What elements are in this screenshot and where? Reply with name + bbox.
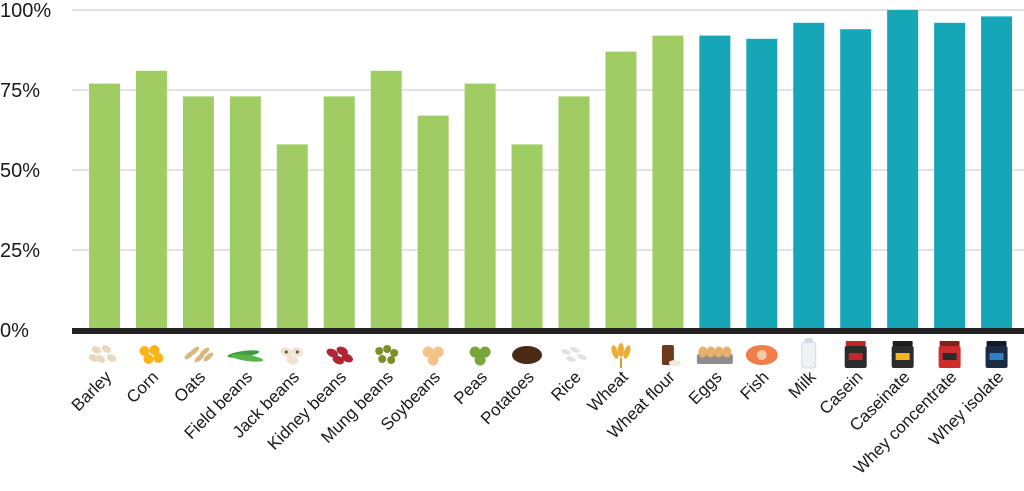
y-tick-label: 100% xyxy=(0,0,51,22)
gridlines xyxy=(72,9,1024,251)
field-beans-icon xyxy=(227,350,264,362)
wheat-icon xyxy=(611,343,631,368)
y-tick-label: 50% xyxy=(0,160,40,182)
bar-peas xyxy=(464,83,496,330)
bar-field-beans xyxy=(229,96,261,331)
bar-corn xyxy=(135,70,167,331)
bar-wheat-flour xyxy=(652,35,684,330)
y-tick-label: 25% xyxy=(0,240,40,262)
bar-eggs xyxy=(699,35,731,330)
bar-caseinate xyxy=(887,10,919,330)
eggs-icon xyxy=(696,346,733,364)
x-tick-label: Eggs xyxy=(685,367,726,408)
bar-barley xyxy=(89,83,120,330)
whey-isolate-icon xyxy=(985,341,1008,368)
whey-concentrate-icon xyxy=(938,341,961,368)
x-tick-label: Milk xyxy=(785,367,820,402)
x-tick-label: Barley xyxy=(68,367,116,415)
bar-casein xyxy=(840,29,872,330)
bars xyxy=(89,10,1013,331)
oats-icon xyxy=(184,346,214,363)
wheat-flour-icon xyxy=(661,345,681,366)
potatoes-icon xyxy=(512,346,543,364)
jack-beans-icon xyxy=(280,347,304,365)
rice-icon xyxy=(561,347,587,362)
fish-icon xyxy=(745,345,778,365)
peas-icon xyxy=(469,346,491,366)
y-tick-label: 0% xyxy=(0,320,29,342)
x-tick-label: Peas xyxy=(450,367,491,408)
soybeans-icon xyxy=(422,346,444,366)
bar-fish xyxy=(746,38,778,331)
bar-kidney-beans xyxy=(323,96,355,331)
bar-potatoes xyxy=(511,144,543,330)
bar-jack-beans xyxy=(276,144,308,330)
y-axis-tick-labels: 0% 25% 50% 75% 100% xyxy=(0,0,51,342)
bar-whey-isolate xyxy=(981,16,1013,331)
y-tick-label: 75% xyxy=(0,80,40,102)
bar-whey-concentrate xyxy=(934,22,966,331)
x-tick-label: Oats xyxy=(170,367,209,406)
bar-soybeans xyxy=(417,115,449,330)
bar-rice xyxy=(558,96,590,331)
bar-oats xyxy=(182,96,214,331)
casein-icon xyxy=(844,341,867,368)
bar-milk xyxy=(793,22,825,331)
caseinate-icon xyxy=(891,341,914,368)
category-icons xyxy=(88,338,1008,369)
bar-wheat xyxy=(605,51,637,330)
corn-icon xyxy=(139,345,164,364)
x-tick-label: Fish xyxy=(736,367,772,403)
milk-icon xyxy=(801,338,817,369)
bar-mung-beans xyxy=(370,70,402,331)
barley-icon xyxy=(88,345,117,363)
kidney-beans-icon xyxy=(326,346,353,365)
x-tick-label: Rice xyxy=(547,367,584,404)
mung-beans-icon xyxy=(375,345,399,364)
x-tick-label: Corn xyxy=(123,367,162,406)
